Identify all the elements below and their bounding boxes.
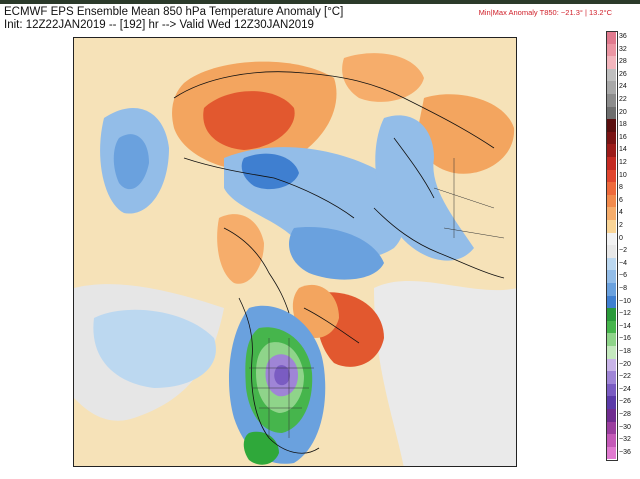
color-scale-swatch [606, 270, 616, 283]
color-scale-label: 0 [619, 234, 623, 242]
color-scale-label: −6 [619, 272, 627, 280]
color-scale-swatch [606, 207, 616, 220]
warm-anomaly-siberia [418, 94, 515, 174]
color-scale-swatch [606, 346, 616, 359]
color-scale-swatch [606, 194, 616, 208]
color-scale-swatch [606, 157, 616, 170]
color-scale-swatch [606, 446, 616, 460]
color-scale-swatch [606, 257, 616, 271]
color-scale-swatch [606, 94, 616, 107]
color-scale-swatch [606, 182, 616, 195]
warm-anomaly-eurasia-core [203, 91, 295, 150]
color-scale-label: −12 [619, 310, 631, 318]
cold-anomaly-pacific [93, 309, 216, 388]
color-scale-label: −30 [619, 423, 631, 431]
top-bar [0, 0, 640, 4]
color-scale-swatch [606, 245, 616, 258]
color-scale-label: 2 [619, 222, 623, 229]
minmax-readout: Min|Max Anomaly T850: −21.3° | 13.2°C [478, 8, 612, 17]
title-line-2: Init: 12Z22JAN2019 -- [192] hr --> Valid… [4, 19, 314, 31]
color-scale-swatch [606, 434, 616, 447]
warm-anomaly-alaska [217, 214, 264, 284]
color-scale-swatch [606, 409, 616, 422]
color-scale-swatch [606, 31, 616, 44]
color-scale-swatch [606, 421, 616, 435]
color-scale-swatch [606, 308, 616, 321]
color-scale-swatch [606, 81, 616, 94]
color-scale-label: 28 [619, 58, 627, 66]
color-scale-label: −22 [619, 373, 631, 381]
title-line-1: ECMWF EPS Ensemble Mean 850 hPa Temperat… [4, 6, 344, 18]
chart-title: ECMWF EPS Ensemble Mean 850 hPa Temperat… [4, 6, 343, 32]
color-scale-swatch [606, 43, 616, 57]
color-scale-label: 20 [619, 108, 627, 116]
color-scale-swatch [606, 106, 616, 120]
color-scale-label: 12 [619, 159, 627, 166]
color-scale-label: 24 [619, 83, 627, 91]
color-scale-swatch [606, 56, 616, 69]
color-scale-label: −32 [619, 436, 631, 444]
color-scale-label: 22 [619, 96, 627, 103]
color-scale-label: −16 [619, 335, 631, 343]
color-scale-label: −2 [619, 247, 627, 255]
color-scale-label: 14 [619, 146, 627, 154]
color-scale-label: 8 [619, 184, 623, 192]
color-scale-swatch [606, 232, 616, 246]
color-scale-label: 10 [619, 171, 627, 179]
color-scale-label: −14 [619, 322, 631, 330]
color-scale-label: −10 [619, 297, 631, 305]
neutral-region-atlantic [374, 281, 516, 466]
color-scale-swatch [606, 333, 616, 346]
cold-anomaly-north-pacific-core [113, 134, 149, 190]
color-scale-swatch [606, 283, 616, 296]
color-scale-swatch [606, 169, 616, 183]
map-panel [73, 37, 517, 467]
anomaly-map [74, 38, 516, 466]
color-scale-frame [606, 31, 618, 462]
color-scale-label: 18 [619, 121, 627, 129]
color-scale-label: 26 [619, 70, 627, 78]
cold-anomaly-gulf [243, 431, 279, 465]
color-scale-label: 6 [619, 196, 623, 204]
color-scale-swatch [606, 119, 616, 132]
color-scale-swatch [606, 295, 616, 309]
cold-anomaly-great-lakes-core [274, 365, 290, 386]
coastlines [173, 71, 505, 454]
color-scale-swatch [606, 220, 616, 233]
color-scale-label: −20 [619, 360, 631, 368]
color-scale-swatch [606, 396, 616, 409]
color-scale-swatch [606, 144, 616, 157]
color-scale-label: 36 [619, 33, 627, 40]
color-scale-swatch [606, 131, 616, 145]
cold-anomaly-europe [375, 115, 474, 261]
color-scale-label: −26 [619, 398, 631, 406]
color-scale-swatch [606, 371, 616, 384]
cold-anomaly-arctic-core [241, 153, 299, 190]
color-scale-label: −8 [619, 285, 627, 292]
color-scale-swatch [606, 383, 616, 397]
color-scale-label: −28 [619, 411, 631, 418]
color-scale-label: −4 [619, 259, 627, 267]
warm-anomaly-asia [342, 53, 424, 102]
color-scale-label: 16 [619, 133, 627, 141]
cold-anomaly-greenland-sea [289, 227, 384, 280]
color-scale-swatch [606, 320, 616, 334]
warm-anomaly-labrador [292, 284, 339, 338]
color-scale-label: −18 [619, 348, 631, 355]
color-scale-label: −24 [619, 385, 631, 393]
color-scale-label: 32 [619, 45, 627, 53]
color-scale-swatch [606, 358, 616, 372]
color-scale-label: 4 [619, 209, 623, 217]
borders [249, 158, 505, 438]
color-scale-swatch [606, 68, 616, 82]
color-scale-label: −36 [619, 448, 631, 456]
